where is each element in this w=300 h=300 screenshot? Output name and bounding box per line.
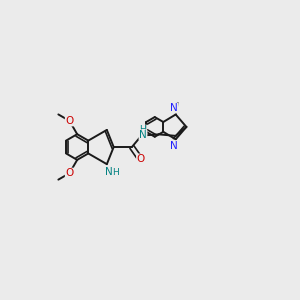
Text: O: O (65, 168, 74, 178)
Text: N: N (105, 167, 113, 178)
Text: H: H (140, 125, 146, 134)
Text: H: H (112, 168, 119, 177)
Text: N: N (170, 141, 178, 151)
Text: N: N (170, 103, 178, 113)
Text: O: O (136, 154, 145, 164)
Text: O: O (65, 116, 74, 126)
Text: N: N (139, 130, 147, 140)
